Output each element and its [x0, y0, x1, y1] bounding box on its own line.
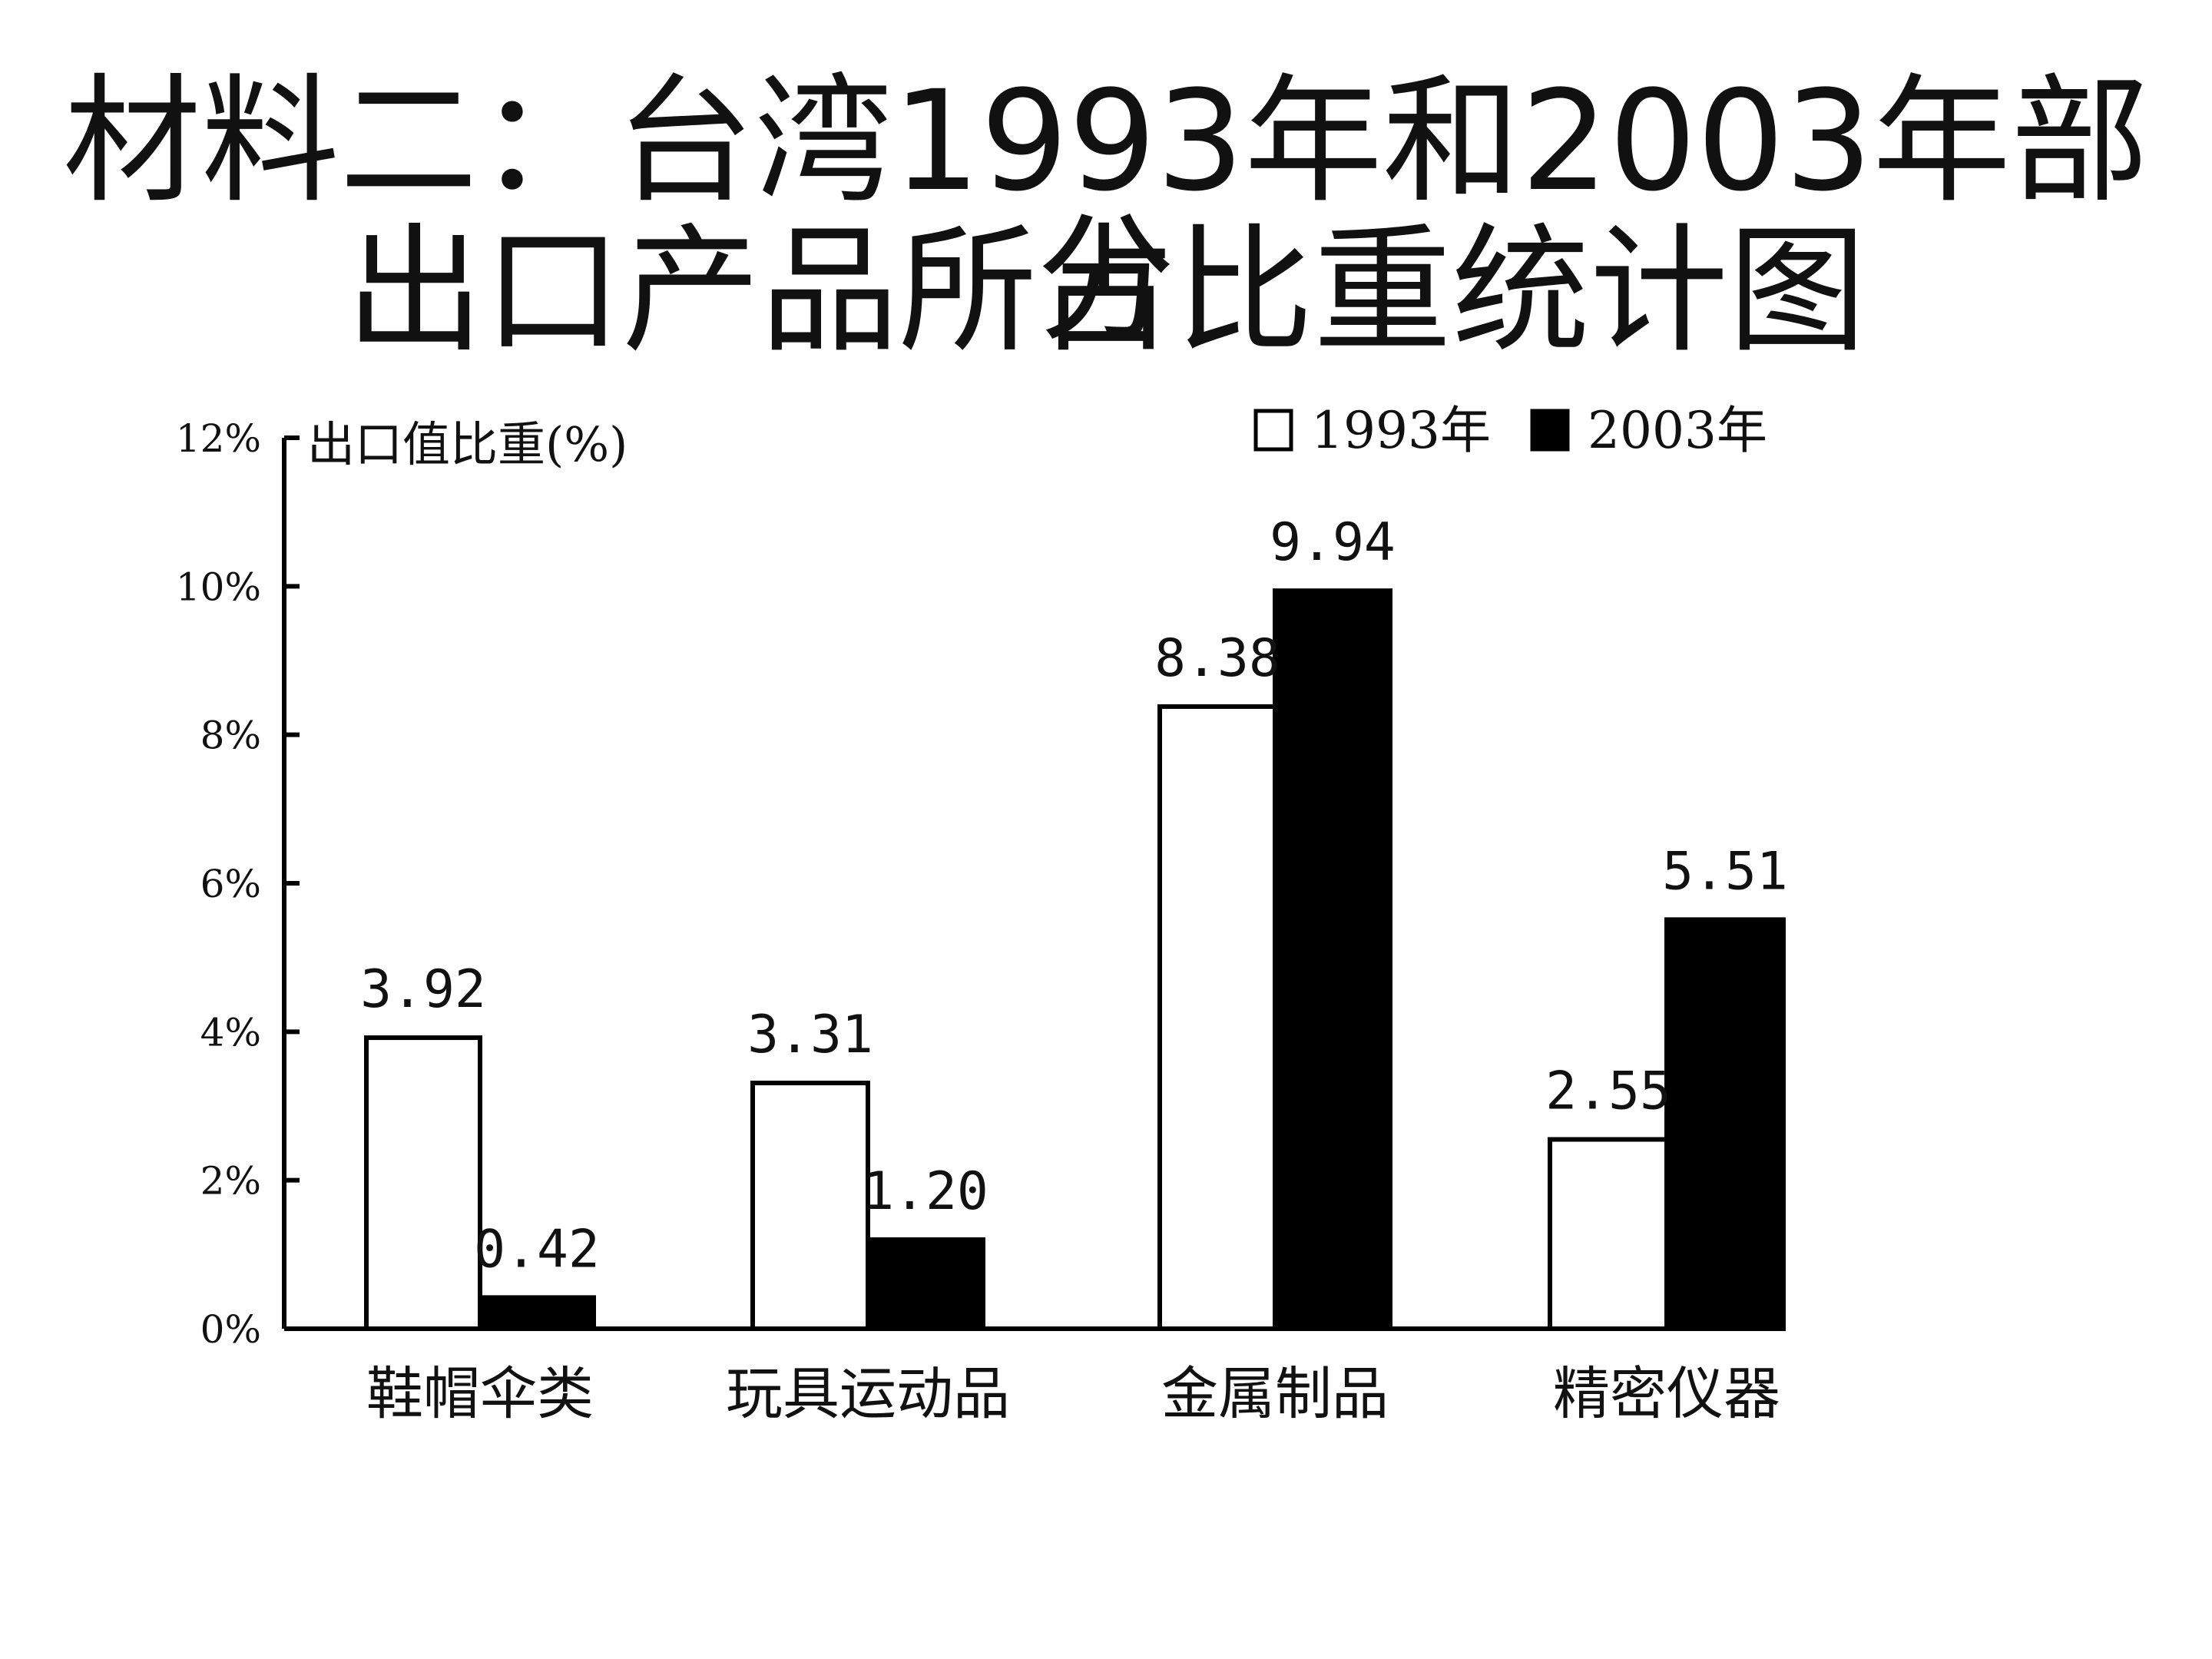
chart-title-line-2: 出口产品所占比重统计图	[345, 211, 1866, 372]
x-category-label: 玩具运动品	[726, 1361, 1010, 1427]
bars	[364, 588, 1786, 1332]
y-tick-label: 4%	[200, 1010, 261, 1055]
y-tick-label: 0%	[200, 1307, 261, 1352]
data-label: 8.38	[1154, 628, 1280, 689]
data-label: 2.55	[1545, 1061, 1671, 1122]
x-category-label: 鞋帽伞类	[366, 1361, 594, 1427]
y-tick-label: 2%	[200, 1159, 261, 1204]
legend-label: 1993年	[1311, 401, 1491, 460]
data-labels: 3.92 0.42 鞋帽伞类 3.31 1.20 玩具运动品 8.38 9.94 金属制品 2.5…	[360, 512, 1788, 1427]
data-label: 1.20	[863, 1161, 988, 1222]
legend-swatch-1993	[1253, 409, 1293, 452]
bar-2003-0	[478, 1295, 596, 1332]
bar-1993-2	[1157, 704, 1277, 1331]
bar-1993-1	[750, 1081, 870, 1331]
data-label: 3.92	[360, 959, 486, 1020]
y-tick-label: 8%	[200, 714, 261, 758]
data-label: 9.94	[1270, 512, 1396, 573]
bar-2003-3	[1664, 917, 1786, 1332]
x-category-label: 精密仪器	[1553, 1361, 1780, 1427]
bar-1993-3	[1548, 1137, 1669, 1331]
data-label: 5.51	[1662, 841, 1788, 902]
y-axis-label: 出口值比重(%)	[307, 416, 628, 472]
bar-2003-1	[866, 1237, 985, 1331]
data-label: 3.31	[747, 1005, 873, 1065]
y-tick-label: 12%	[176, 416, 261, 461]
bar-1993-0	[364, 1035, 482, 1331]
legend-label: 2003年	[1588, 401, 1767, 460]
legend-swatch-2003	[1530, 409, 1570, 452]
y-tick-label: 6%	[200, 862, 261, 906]
bar-2003-2	[1273, 588, 1392, 1331]
chart-title-line-1: 材料二：台湾1993年和2003年部分	[62, 61, 2150, 360]
x-category-label: 金属制品	[1161, 1361, 1389, 1427]
legend: 1993年 2003年	[1253, 401, 1767, 460]
data-label: 0.42	[474, 1219, 600, 1280]
y-tick-label: 10%	[176, 565, 261, 609]
